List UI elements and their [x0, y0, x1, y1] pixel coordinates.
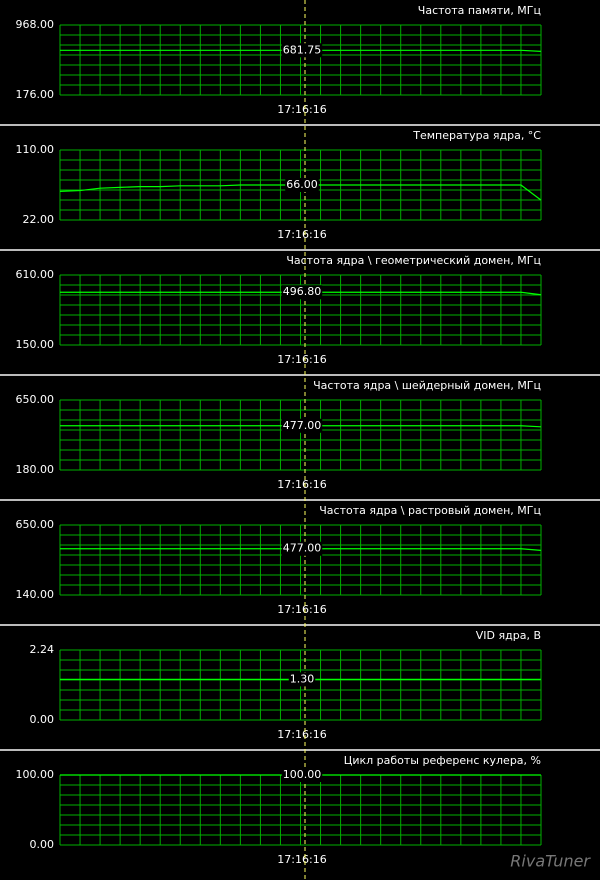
- y-tick-label: 176.00: [16, 88, 55, 101]
- cursor-time-label: 17:16:16: [277, 603, 326, 616]
- cursor-time-label: 17:16:16: [277, 853, 326, 866]
- chart-title: Температура ядра, °С: [412, 129, 541, 142]
- y-tick-label: 0.00: [30, 713, 55, 726]
- y-tick-label: 968.00: [16, 18, 55, 31]
- cursor-value-label: 496.80: [283, 285, 322, 298]
- y-tick-label: 180.00: [16, 463, 55, 476]
- cursor-time-label: 17:16:16: [277, 478, 326, 491]
- cursor-label-bg: [281, 418, 323, 433]
- y-tick-label: 650.00: [16, 518, 55, 531]
- chart-title: Частота ядра \ растровый домен, МГц: [319, 504, 541, 517]
- y-tick-label: 0.00: [30, 838, 55, 851]
- cursor-label-bg: [281, 768, 323, 782]
- cursor-time-label: 17:16:16: [277, 228, 326, 241]
- cursor-value-label: 477.00: [283, 419, 322, 432]
- y-tick-label: 140.00: [16, 588, 55, 601]
- cursor-label-bg: [288, 672, 316, 687]
- cursor-value-label: 100.00: [283, 768, 322, 781]
- y-tick-label: 22.00: [23, 213, 55, 226]
- chart-title: VID ядра, В: [476, 629, 541, 642]
- cursor-label-bg: [281, 43, 323, 58]
- chart-title: Частота памяти, МГц: [418, 4, 541, 17]
- chart-title: Частота ядра \ геометрический домен, МГц: [286, 254, 541, 267]
- y-tick-label: 2.24: [30, 643, 55, 656]
- chart-title: Частота ядра \ шейдерный домен, МГц: [313, 379, 541, 392]
- cursor-label-bg: [281, 285, 323, 300]
- cursor-value-label: 1.30: [290, 672, 315, 685]
- y-tick-label: 650.00: [16, 393, 55, 406]
- cursor-value-label: 681.75: [283, 43, 322, 56]
- watermark: RivaTuner: [510, 852, 591, 871]
- chart-title: Цикл работы референс кулера, %: [344, 754, 541, 767]
- y-tick-label: 610.00: [16, 268, 55, 281]
- cursor-value-label: 477.00: [283, 542, 322, 555]
- cursor-label-bg: [281, 541, 323, 556]
- cursor-time-label: 17:16:16: [277, 103, 326, 116]
- cursor-time-label: 17:16:16: [277, 728, 326, 741]
- cursor-time-label: 17:16:16: [277, 353, 326, 366]
- y-tick-label: 100.00: [16, 768, 55, 781]
- y-tick-label: 150.00: [16, 338, 55, 351]
- cursor-label-bg: [285, 178, 319, 192]
- y-tick-label: 110.00: [16, 143, 55, 156]
- cursor-value-label: 66.00: [286, 178, 318, 191]
